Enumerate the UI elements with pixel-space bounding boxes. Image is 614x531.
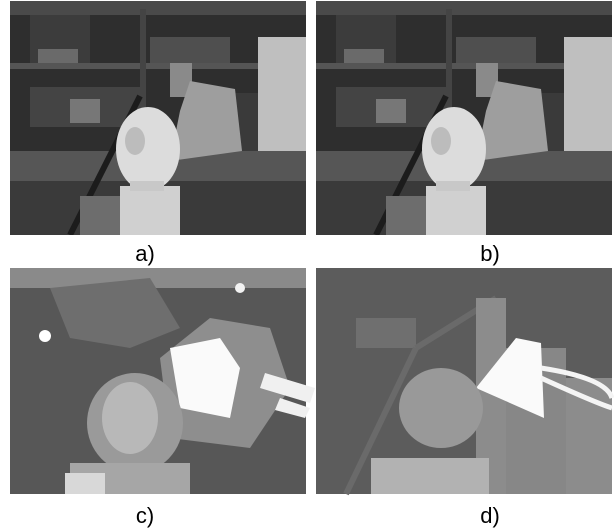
disparity-map-c bbox=[10, 268, 315, 494]
panel-label: a) bbox=[135, 241, 155, 266]
disparity-map-d bbox=[316, 268, 612, 494]
image-a bbox=[10, 1, 306, 235]
panel-label: c) bbox=[136, 503, 154, 528]
panel-label: d) bbox=[480, 503, 500, 528]
image-b bbox=[316, 1, 612, 235]
panel-label: b) bbox=[480, 241, 500, 266]
figure: a) b) c) d) bbox=[0, 0, 614, 531]
